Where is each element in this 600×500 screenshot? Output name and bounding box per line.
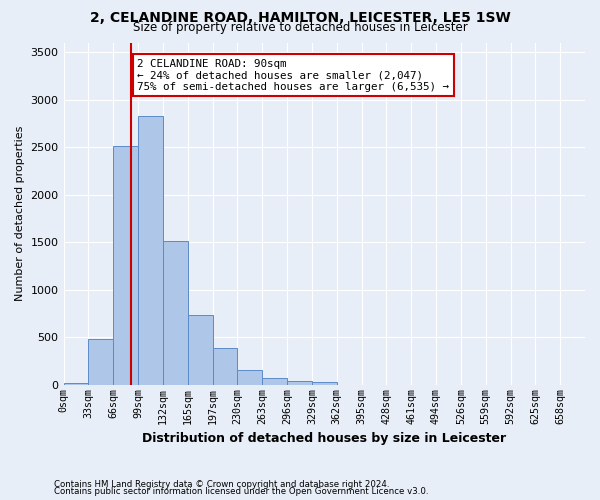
Bar [113,146,138,385]
Bar [138,116,163,385]
Bar [312,382,337,385]
Bar [88,339,113,385]
Y-axis label: Number of detached properties: Number of detached properties [15,126,25,302]
Text: Contains public sector information licensed under the Open Government Licence v3: Contains public sector information licen… [54,488,428,496]
Text: 2, CELANDINE ROAD, HAMILTON, LEICESTER, LE5 1SW: 2, CELANDINE ROAD, HAMILTON, LEICESTER, … [89,11,511,25]
Bar [262,378,287,385]
Bar [64,383,88,385]
Text: 2 CELANDINE ROAD: 90sqm
← 24% of detached houses are smaller (2,047)
75% of semi: 2 CELANDINE ROAD: 90sqm ← 24% of detache… [137,58,449,92]
X-axis label: Distribution of detached houses by size in Leicester: Distribution of detached houses by size … [142,432,506,445]
Bar [212,348,238,385]
Text: Size of property relative to detached houses in Leicester: Size of property relative to detached ho… [133,22,467,35]
Bar [163,242,188,385]
Bar [287,380,312,385]
Bar [238,370,262,385]
Text: Contains HM Land Registry data © Crown copyright and database right 2024.: Contains HM Land Registry data © Crown c… [54,480,389,489]
Bar [188,314,212,385]
